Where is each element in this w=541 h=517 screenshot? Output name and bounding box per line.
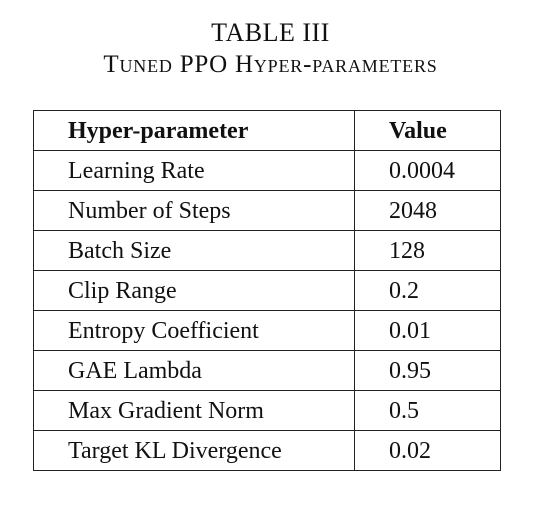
table-title: Tuned PPO Hyper-parameters	[103, 51, 438, 78]
hyperparameter-table: Hyper-parameter Value Learning Rate 0.00…	[33, 110, 501, 471]
table-number: TABLE III	[211, 18, 330, 47]
param-value-cell: 0.0004	[354, 150, 501, 191]
column-header-hyperparameter: Hyper-parameter	[33, 110, 355, 151]
param-value-cell: 0.5	[354, 390, 501, 431]
param-value-cell: 0.2	[354, 270, 501, 311]
param-name-cell: Target KL Divergence	[33, 430, 355, 471]
param-value-cell: 128	[354, 230, 501, 271]
column-header-value: Value	[354, 110, 501, 151]
table-row: Number of Steps 2048	[33, 190, 501, 231]
param-name-cell: GAE Lambda	[33, 350, 355, 391]
table-row: GAE Lambda 0.95	[33, 350, 501, 391]
param-value-cell: 0.02	[354, 430, 501, 471]
param-name-cell: Number of Steps	[33, 190, 355, 231]
param-name-cell: Max Gradient Norm	[33, 390, 355, 431]
table-row: Batch Size 128	[33, 230, 501, 271]
param-name-cell: Entropy Coefficient	[33, 310, 355, 351]
table-row: Clip Range 0.2	[33, 270, 501, 311]
param-value-cell: 2048	[354, 190, 501, 231]
param-name-cell: Learning Rate	[33, 150, 355, 191]
param-value-cell: 0.01	[354, 310, 501, 351]
param-name-cell: Clip Range	[33, 270, 355, 311]
table-row: Max Gradient Norm 0.5	[33, 390, 501, 431]
table-header-row: Hyper-parameter Value	[33, 110, 501, 151]
table-row: Entropy Coefficient 0.01	[33, 310, 501, 351]
table-row: Target KL Divergence 0.02	[33, 430, 501, 471]
param-name-cell: Batch Size	[33, 230, 355, 271]
table-row: Learning Rate 0.0004	[33, 150, 501, 191]
param-value-cell: 0.95	[354, 350, 501, 391]
